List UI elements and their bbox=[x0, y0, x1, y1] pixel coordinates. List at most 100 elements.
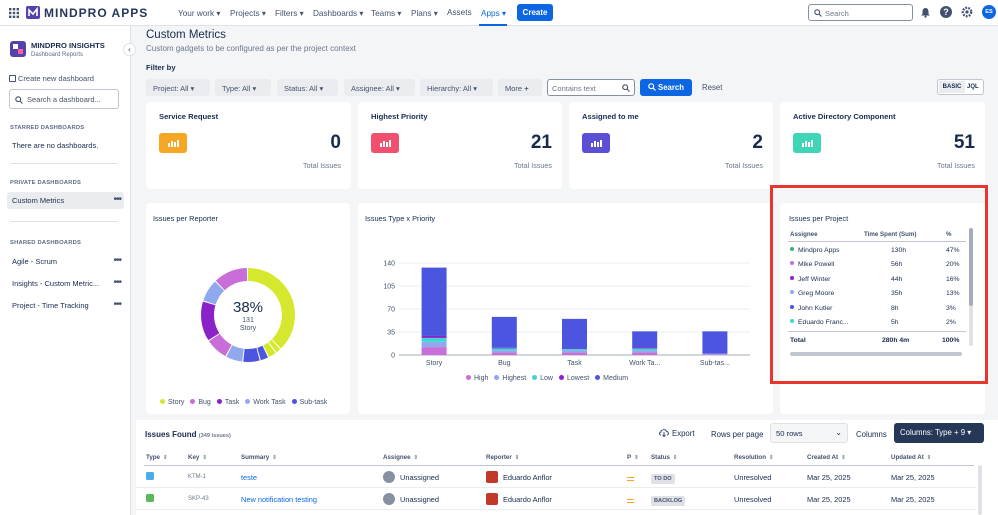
assignee-filter-dropdown[interactable]: Assignee: All ▾ bbox=[344, 79, 415, 96]
app-name[interactable]: MINDPRO APPS bbox=[44, 6, 149, 20]
notifications-bell-icon[interactable] bbox=[920, 7, 931, 18]
column-header-key[interactable]: Key ⇕ bbox=[188, 454, 207, 461]
bar-segment-bug-medium[interactable] bbox=[491, 316, 517, 348]
basic-mode-toggle[interactable]: BASIC bbox=[939, 81, 965, 93]
nav-filters[interactable]: Filters ▾ bbox=[275, 9, 304, 18]
nav-teams[interactable]: Teams ▾ bbox=[371, 9, 402, 18]
legend-item-low[interactable]: Low bbox=[532, 375, 553, 382]
donut-slice-bug[interactable] bbox=[208, 333, 232, 357]
more-options-icon[interactable]: ••• bbox=[113, 299, 121, 310]
legend-item-high[interactable]: High bbox=[466, 375, 488, 382]
donut-slice-story[interactable] bbox=[263, 342, 276, 358]
horizontal-scrollbar[interactable] bbox=[790, 352, 962, 356]
legend-item-highest[interactable]: Highest bbox=[494, 375, 526, 382]
create-button[interactable]: Create bbox=[517, 4, 553, 21]
column-header-updated-at[interactable]: Updated At ⇕ bbox=[891, 454, 932, 461]
collapse-sidebar-button[interactable]: ‹ bbox=[123, 43, 136, 56]
metric-card-assigned-to-me[interactable]: Assigned to me 2 Total Issues bbox=[569, 102, 773, 189]
type-filter-dropdown[interactable]: Type: All ▾ bbox=[215, 79, 271, 96]
more-filters-button[interactable]: More + bbox=[498, 79, 542, 96]
donut-slice-sub-task[interactable] bbox=[257, 345, 269, 361]
donut-slice-task[interactable] bbox=[201, 301, 220, 341]
nav-your-work[interactable]: Your work ▾ bbox=[178, 9, 221, 18]
sidebar-item-time-tracking[interactable]: Project - Time Tracking ••• bbox=[7, 298, 124, 314]
settings-gear-icon[interactable] bbox=[961, 6, 973, 18]
bar-segment-story-low[interactable] bbox=[421, 337, 447, 342]
jql-mode-toggle[interactable]: JQL bbox=[967, 84, 979, 90]
legend-item-sub-task[interactable]: Sub-task bbox=[291, 399, 327, 406]
create-dashboard-link[interactable]: Create new dashboard bbox=[9, 74, 94, 83]
bar-segment-work-ta-highest[interactable] bbox=[632, 350, 658, 353]
reset-button[interactable]: Reset bbox=[702, 83, 723, 92]
bar-segment-work-ta-high[interactable] bbox=[632, 352, 658, 355]
column-header-created-at[interactable]: Created At ⇕ bbox=[807, 454, 846, 461]
donut-slice-story[interactable] bbox=[248, 268, 295, 349]
app-switcher-icon[interactable] bbox=[9, 8, 19, 18]
bar-segment-task-high[interactable] bbox=[562, 352, 587, 355]
vertical-scrollbar[interactable] bbox=[969, 228, 973, 346]
user-avatar[interactable]: ES bbox=[982, 5, 996, 19]
column-header-status[interactable]: Status ⇕ bbox=[651, 454, 678, 461]
nav-assets[interactable]: Assets bbox=[447, 8, 472, 17]
more-options-icon[interactable]: ••• bbox=[113, 277, 121, 288]
project-filter-dropdown[interactable]: Project: All ▾ bbox=[146, 79, 210, 96]
donut-slice-story[interactable] bbox=[268, 339, 281, 353]
bar-segment-story-lowest[interactable] bbox=[421, 335, 447, 338]
bar-segment-task-low[interactable] bbox=[562, 349, 587, 351]
column-header-reporter[interactable]: Reporter ⇕ bbox=[486, 454, 520, 461]
dashboard-search-input[interactable]: Search a dashboard... bbox=[9, 89, 119, 109]
bar-segment-bug-high[interactable] bbox=[491, 352, 517, 355]
bar-segment-story-high[interactable] bbox=[421, 347, 447, 355]
donut-chart[interactable] bbox=[146, 203, 350, 414]
bar-segment-story-highest[interactable] bbox=[421, 341, 447, 348]
bar-segment-story-medium[interactable] bbox=[421, 267, 447, 336]
bar-segment-bug-low[interactable] bbox=[491, 348, 517, 351]
export-button[interactable]: Export bbox=[658, 428, 695, 438]
issue-summary[interactable]: teste bbox=[241, 473, 258, 482]
issue-summary[interactable]: New notification testing bbox=[241, 495, 317, 504]
hierarchy-filter-dropdown[interactable]: Hierarchy: All ▾ bbox=[420, 79, 493, 96]
metric-card-active-directory[interactable]: Active Directory Component 51 Total Issu… bbox=[780, 102, 985, 189]
more-options-icon[interactable]: ••• bbox=[113, 194, 121, 205]
status-filter-dropdown[interactable]: Status: All ▾ bbox=[277, 79, 338, 96]
contains-text-input[interactable]: Contains text bbox=[547, 79, 635, 96]
bar-segment-bug-lowest[interactable] bbox=[491, 347, 517, 349]
metric-card-highest-priority[interactable]: Highest Priority 21 Total Issues bbox=[358, 102, 562, 189]
legend-item-task[interactable]: Task bbox=[216, 399, 239, 406]
legend-item-story[interactable]: Story bbox=[160, 399, 184, 406]
nav-apps[interactable]: Apps ▾ bbox=[481, 9, 507, 18]
column-header-p[interactable]: P ⇕ bbox=[627, 454, 639, 461]
table-vertical-scrollbar[interactable] bbox=[978, 465, 982, 515]
column-header-type[interactable]: Type ⇕ bbox=[146, 454, 168, 461]
nav-dashboards[interactable]: Dashboards ▾ bbox=[313, 9, 364, 18]
bar-segment-sub-tas-highest[interactable] bbox=[702, 353, 728, 355]
nav-projects[interactable]: Projects ▾ bbox=[230, 9, 266, 18]
sidebar-item-agile-scrum[interactable]: Agile - Scrum ••• bbox=[7, 254, 124, 270]
bar-segment-work-ta-lowest[interactable] bbox=[632, 347, 658, 349]
column-header-resolution[interactable]: Resolution ⇕ bbox=[734, 454, 774, 461]
bar-segment-sub-tas-medium[interactable] bbox=[702, 331, 728, 354]
help-icon[interactable]: ? bbox=[940, 6, 952, 18]
column-header-summary[interactable]: Summary ⇕ bbox=[241, 454, 277, 461]
bar-segment-task-lowest[interactable] bbox=[562, 348, 587, 350]
legend-item-lowest[interactable]: Lowest bbox=[558, 375, 589, 382]
more-options-icon[interactable]: ••• bbox=[113, 255, 121, 266]
columns-button[interactable]: Columns: Type + 9 ▾ bbox=[894, 423, 984, 443]
donut-slice-bug[interactable] bbox=[215, 268, 248, 291]
bar-segment-work-ta-low[interactable] bbox=[632, 348, 658, 351]
legend-item-work-task[interactable]: Work Task bbox=[245, 399, 286, 406]
donut-slice-work-task[interactable] bbox=[226, 345, 244, 362]
table-row[interactable]: KTM-1 teste Unassigned Eduardo Anflor TO DO U… bbox=[136, 466, 976, 488]
donut-slice-work-task[interactable] bbox=[203, 281, 225, 305]
nav-plans[interactable]: Plans ▾ bbox=[411, 9, 438, 18]
rows-per-page-select[interactable]: 50 rows ⌄ bbox=[770, 423, 848, 443]
sidebar-item-custom-metrics[interactable]: Custom Metrics ••• bbox=[7, 192, 124, 209]
legend-item-medium[interactable]: Medium bbox=[595, 375, 628, 382]
stacked-bar-chart[interactable]: 0 35 70 105 140 Story Bug Task Work Ta... Sub-tas… bbox=[358, 203, 773, 414]
global-search-input[interactable]: Search bbox=[808, 4, 913, 21]
sidebar-item-insights-custom-metrics[interactable]: Insights - Custom Metric... ••• bbox=[7, 276, 124, 292]
legend-item-bug[interactable]: Bug bbox=[190, 399, 211, 406]
bar-segment-sub-tas-high[interactable] bbox=[702, 354, 728, 355]
donut-slice-sub-task[interactable] bbox=[243, 347, 260, 362]
bar-segment-task-medium[interactable] bbox=[562, 318, 587, 349]
